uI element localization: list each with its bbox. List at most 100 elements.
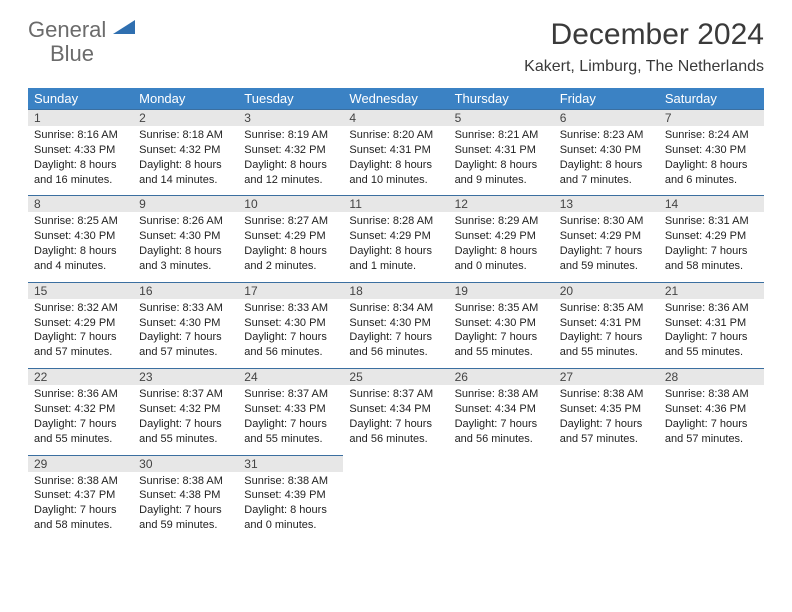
day-details: Sunrise: 8:37 AMSunset: 4:33 PMDaylight:… xyxy=(238,385,343,454)
weekday-header: Friday xyxy=(554,88,659,109)
sunset-line: Sunset: 4:30 PM xyxy=(139,230,220,242)
daylight-line: Daylight: 7 hours and 57 minutes. xyxy=(560,418,643,445)
sunrise-line: Sunrise: 8:31 AM xyxy=(665,215,749,227)
sunset-line: Sunset: 4:31 PM xyxy=(560,317,641,329)
day-cell: 17Sunrise: 8:33 AMSunset: 4:30 PMDayligh… xyxy=(238,282,343,368)
day-number: 19 xyxy=(449,283,554,299)
sunrise-line: Sunrise: 8:37 AM xyxy=(244,388,328,400)
calendar-table: SundayMondayTuesdayWednesdayThursdayFrid… xyxy=(28,88,764,541)
day-cell: 28Sunrise: 8:38 AMSunset: 4:36 PMDayligh… xyxy=(659,368,764,454)
daylight-line: Daylight: 7 hours and 55 minutes. xyxy=(139,418,222,445)
sunset-line: Sunset: 4:30 PM xyxy=(560,144,641,156)
sunrise-line: Sunrise: 8:35 AM xyxy=(455,302,539,314)
sunset-line: Sunset: 4:32 PM xyxy=(139,144,220,156)
day-cell: 12Sunrise: 8:29 AMSunset: 4:29 PMDayligh… xyxy=(449,195,554,281)
sunrise-line: Sunrise: 8:36 AM xyxy=(34,388,118,400)
title-block: December 2024 Kakert, Limburg, The Nethe… xyxy=(524,18,764,84)
day-number: 11 xyxy=(343,196,448,212)
sunrise-line: Sunrise: 8:23 AM xyxy=(560,129,644,141)
day-cell: 27Sunrise: 8:38 AMSunset: 4:35 PMDayligh… xyxy=(554,368,659,454)
day-number: 9 xyxy=(133,196,238,212)
day-cell: 30Sunrise: 8:38 AMSunset: 4:38 PMDayligh… xyxy=(133,455,238,541)
sunset-line: Sunset: 4:29 PM xyxy=(665,230,746,242)
day-cell: 15Sunrise: 8:32 AMSunset: 4:29 PMDayligh… xyxy=(28,282,133,368)
sunrise-line: Sunrise: 8:33 AM xyxy=(139,302,223,314)
day-details: Sunrise: 8:38 AMSunset: 4:35 PMDaylight:… xyxy=(554,385,659,454)
day-details: Sunrise: 8:33 AMSunset: 4:30 PMDaylight:… xyxy=(133,299,238,368)
day-details: Sunrise: 8:21 AMSunset: 4:31 PMDaylight:… xyxy=(449,126,554,195)
day-details: Sunrise: 8:25 AMSunset: 4:30 PMDaylight:… xyxy=(28,212,133,281)
day-cell: 14Sunrise: 8:31 AMSunset: 4:29 PMDayligh… xyxy=(659,195,764,281)
sunrise-line: Sunrise: 8:38 AM xyxy=(34,475,118,487)
day-cell: 19Sunrise: 8:35 AMSunset: 4:30 PMDayligh… xyxy=(449,282,554,368)
day-number: 31 xyxy=(238,456,343,472)
calendar-row: 15Sunrise: 8:32 AMSunset: 4:29 PMDayligh… xyxy=(28,282,764,368)
day-number: 5 xyxy=(449,110,554,126)
sunset-line: Sunset: 4:31 PM xyxy=(455,144,536,156)
sunset-line: Sunset: 4:30 PM xyxy=(34,230,115,242)
daylight-line: Daylight: 8 hours and 0 minutes. xyxy=(244,504,327,531)
day-number: 4 xyxy=(343,110,448,126)
calendar-row: 8Sunrise: 8:25 AMSunset: 4:30 PMDaylight… xyxy=(28,195,764,281)
day-details: Sunrise: 8:23 AM Sunset: 4:30 PM Daylight:… xyxy=(554,126,659,195)
day-details: Sunrise: 8:29 AMSunset: 4:29 PMDaylight:… xyxy=(449,212,554,281)
month-title: December 2024 xyxy=(524,18,764,52)
sunset-line: Sunset: 4:35 PM xyxy=(560,403,641,415)
day-number: 25 xyxy=(343,369,448,385)
day-number: 18 xyxy=(343,283,448,299)
day-details: Sunrise: 8:38 AMSunset: 4:34 PMDaylight:… xyxy=(449,385,554,454)
sunset-line: Sunset: 4:32 PM xyxy=(139,403,220,415)
day-cell: 8Sunrise: 8:25 AMSunset: 4:30 PMDaylight… xyxy=(28,195,133,281)
calendar-row: 1Sunrise: 8:16 AMSunset: 4:33 PMDaylight… xyxy=(28,109,764,195)
day-number: 7 xyxy=(659,110,764,126)
sunrise-line: Sunrise: 8:38 AM xyxy=(665,388,749,400)
weekday-header: Monday xyxy=(133,88,238,109)
daylight-line: Daylight: 7 hours and 55 minutes. xyxy=(455,331,538,358)
day-cell: 10Sunrise: 8:27 AMSunset: 4:29 PMDayligh… xyxy=(238,195,343,281)
daylight-line: Daylight: 8 hours and 6 minutes. xyxy=(665,159,748,186)
day-number: 10 xyxy=(238,196,343,212)
day-details: Sunrise: 8:28 AMSunset: 4:29 PMDaylight:… xyxy=(343,212,448,281)
day-cell: 2Sunrise: 8:18 AMSunset: 4:32 PMDaylight… xyxy=(133,109,238,195)
sunrise-line: Sunrise: 8:38 AM xyxy=(244,475,328,487)
weekday-header: Sunday xyxy=(28,88,133,109)
day-details: Sunrise: 8:18 AMSunset: 4:32 PMDaylight:… xyxy=(133,126,238,195)
sunset-line: Sunset: 4:34 PM xyxy=(455,403,536,415)
day-number: 6 xyxy=(554,110,659,126)
day-details: Sunrise: 8:20 AMSunset: 4:31 PMDaylight:… xyxy=(343,126,448,195)
day-cell: 20Sunrise: 8:35 AMSunset: 4:31 PMDayligh… xyxy=(554,282,659,368)
day-cell: 25Sunrise: 8:37 AMSunset: 4:34 PMDayligh… xyxy=(343,368,448,454)
empty-cell xyxy=(343,455,448,541)
sunrise-line: Sunrise: 8:20 AM xyxy=(349,129,433,141)
sunset-line: Sunset: 4:30 PM xyxy=(665,144,746,156)
day-details: Sunrise: 8:32 AMSunset: 4:29 PMDaylight:… xyxy=(28,299,133,368)
sunrise-line: Sunrise: 8:32 AM xyxy=(34,302,118,314)
day-cell: 5Sunrise: 8:21 AMSunset: 4:31 PMDaylight… xyxy=(449,109,554,195)
sunrise-line: Sunrise: 8:38 AM xyxy=(139,475,223,487)
calendar-row: 22Sunrise: 8:36 AMSunset: 4:32 PMDayligh… xyxy=(28,368,764,454)
day-number: 16 xyxy=(133,283,238,299)
day-number: 14 xyxy=(659,196,764,212)
sunrise-line: Sunrise: 8:21 AM xyxy=(455,129,539,141)
daylight-line: Daylight: 8 hours and 7 minutes. xyxy=(560,159,643,186)
day-details: Sunrise: 8:38 AMSunset: 4:39 PMDaylight:… xyxy=(238,472,343,541)
header: General Blue December 2024 Kakert, Limbu… xyxy=(28,18,764,84)
day-details: Sunrise: 8:30 AMSunset: 4:29 PMDaylight:… xyxy=(554,212,659,281)
day-details: Sunrise: 8:38 AMSunset: 4:36 PMDaylight:… xyxy=(659,385,764,454)
day-details: Sunrise: 8:35 AMSunset: 4:31 PMDaylight:… xyxy=(554,299,659,368)
day-cell: 7Sunrise: 8:24 AMSunset: 4:30 PMDaylight… xyxy=(659,109,764,195)
weekday-header: Thursday xyxy=(449,88,554,109)
empty-cell xyxy=(659,455,764,541)
day-details: Sunrise: 8:16 AMSunset: 4:33 PMDaylight:… xyxy=(28,126,133,195)
day-number: 15 xyxy=(28,283,133,299)
day-cell: 26Sunrise: 8:38 AMSunset: 4:34 PMDayligh… xyxy=(449,368,554,454)
day-number: 2 xyxy=(133,110,238,126)
sunrise-line: Sunrise: 8:27 AM xyxy=(244,215,328,227)
daylight-line: Daylight: 7 hours and 56 minutes. xyxy=(349,418,432,445)
sunrise-line: Sunrise: 8:28 AM xyxy=(349,215,433,227)
day-cell: 31Sunrise: 8:38 AMSunset: 4:39 PMDayligh… xyxy=(238,455,343,541)
sunrise-line: Sunrise: 8:33 AM xyxy=(244,302,328,314)
sunrise-line: Sunrise: 8:36 AM xyxy=(665,302,749,314)
day-number: 17 xyxy=(238,283,343,299)
calendar-head: SundayMondayTuesdayWednesdayThursdayFrid… xyxy=(28,88,764,109)
